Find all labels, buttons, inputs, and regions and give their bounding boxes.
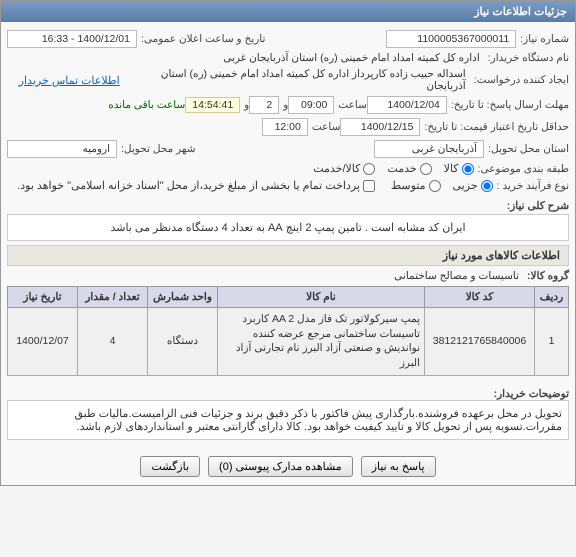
- process-radios: جزیی متوسط: [391, 179, 493, 192]
- col-name: نام کالا: [218, 287, 425, 308]
- payment-check[interactable]: پرداخت تمام یا بخشی از مبلغ خرید،از محل …: [17, 179, 375, 192]
- city-value: ارومیه: [7, 140, 117, 158]
- timer-suffix: ساعت باقی مانده: [104, 99, 185, 111]
- radio-service[interactable]: خدمت: [387, 162, 431, 175]
- countdown-timer: 14:54:41: [185, 97, 240, 113]
- col-idx: ردیف: [535, 287, 569, 308]
- req-no-label: شماره نیاز:: [516, 33, 569, 45]
- cell-code: 3812121765840006: [425, 308, 535, 376]
- radio-both[interactable]: کالا/خدمت: [313, 162, 375, 175]
- pub-date-label: تاریخ و ساعت اعلان عمومی:: [137, 33, 265, 45]
- notes-label: توضیحات خریدار:: [490, 384, 569, 400]
- deadline-date: 1400/12/04: [367, 96, 447, 114]
- classification-radios: کالا خدمت کالا/خدمت: [313, 162, 473, 175]
- need-details-panel: جزئیات اطلاعات نیاز شماره نیاز: 11000053…: [0, 0, 576, 486]
- footer-buttons: پاسخ به نیاز مشاهده مدارک پیوستی (0) باز…: [1, 448, 575, 485]
- table-row: 13812121765840006پمپ سیرکولاتور تک فاز م…: [8, 308, 569, 376]
- col-date: تاریخ نیاز: [8, 287, 78, 308]
- items-header-row: ردیف کد کالا نام کالا واحد شمارش تعداد /…: [8, 287, 569, 308]
- panel-title: جزئیات اطلاعات نیاز: [474, 6, 567, 18]
- time-label-1: ساعت: [334, 99, 367, 111]
- province-value: آذربایجان غربی: [374, 140, 484, 158]
- pub-date-value: 1400/12/01 - 16:33: [7, 30, 137, 48]
- time-label-2: ساعت: [308, 121, 341, 133]
- city-label: شهر محل تحویل:: [117, 143, 196, 155]
- col-qty: تعداد / مقدار: [78, 287, 148, 308]
- payment-checkbox[interactable]: [363, 180, 375, 192]
- min-valid-date: 1400/12/15: [340, 118, 420, 136]
- group-value: تاسیسات و مصالح ساختمانی: [390, 270, 523, 282]
- buyer-value: اداره کل کمیته امداد امام خمینی (ره) است…: [219, 52, 484, 64]
- cell-qty: 4: [78, 308, 148, 376]
- group-label: گروه کالا:: [523, 270, 569, 282]
- pieces-label: و: [279, 99, 288, 111]
- and-label: و: [240, 99, 249, 111]
- radio-low-input[interactable]: [481, 180, 493, 192]
- cell-unit: دستگاه: [148, 308, 218, 376]
- panel-header: جزئیات اطلاعات نیاز: [1, 1, 575, 22]
- col-unit: واحد شمارش: [148, 287, 218, 308]
- pieces-value: 2: [249, 96, 279, 114]
- process-label: نوع فرآیند خرید :: [493, 180, 569, 192]
- radio-goods[interactable]: کالا: [444, 162, 474, 175]
- deadline-label: مهلت ارسال پاسخ: تا تاریخ:: [447, 99, 569, 111]
- class-label: طبقه بندی موضوعی:: [474, 163, 569, 175]
- radio-low[interactable]: جزیی: [453, 179, 493, 192]
- radio-both-input[interactable]: [363, 163, 375, 175]
- radio-mid-input[interactable]: [429, 180, 441, 192]
- requester-value: اسداله حبیب زاده کارپرداز اداره کل کمیته…: [120, 68, 470, 92]
- col-code: کد کالا: [425, 287, 535, 308]
- back-button[interactable]: بازگشت: [140, 456, 200, 477]
- radio-mid[interactable]: متوسط: [391, 179, 441, 192]
- timer-value: 14:54:41: [192, 99, 233, 111]
- province-label: استان محل تحویل:: [484, 143, 569, 155]
- buyer-label: نام دستگاه خریدار:: [484, 52, 569, 64]
- reply-button[interactable]: پاسخ به نیاز: [361, 456, 436, 477]
- radio-goods-input[interactable]: [462, 163, 474, 175]
- min-valid-label: حداقل تاریخ اعتبار قیمت: تا تاریخ:: [420, 121, 569, 133]
- items-table: ردیف کد کالا نام کالا واحد شمارش تعداد /…: [7, 286, 569, 376]
- cell-date: 1400/12/07: [8, 308, 78, 376]
- summary-label: شرح کلی نیاز:: [503, 200, 569, 212]
- cell-name: پمپ سیرکولاتور تک فاز مدل AA 2 کاربرد تا…: [218, 308, 425, 376]
- cell-idx: 1: [535, 308, 569, 376]
- items-section-title: اطلاعات کالاهای مورد نیاز: [7, 245, 569, 266]
- attachments-button[interactable]: مشاهده مدارک پیوستی (0): [208, 456, 353, 477]
- min-valid-time: 12:00: [262, 118, 308, 136]
- deadline-time: 09:00: [288, 96, 334, 114]
- req-no-value: 1100005367000011: [386, 30, 516, 48]
- requester-label: ایجاد کننده درخواست:: [470, 74, 569, 86]
- buyer-contact-link[interactable]: اطلاعات تماس خریدار: [19, 74, 120, 87]
- panel-body: شماره نیاز: 1100005367000011 تاریخ و ساع…: [1, 22, 575, 448]
- radio-service-input[interactable]: [420, 163, 432, 175]
- notes-text: تحویل در محل برعهده فروشنده.بارگذاری پیش…: [7, 400, 569, 440]
- summary-text: ایران کد مشابه است . تامین پمپ 2 اینچ AA…: [7, 214, 569, 241]
